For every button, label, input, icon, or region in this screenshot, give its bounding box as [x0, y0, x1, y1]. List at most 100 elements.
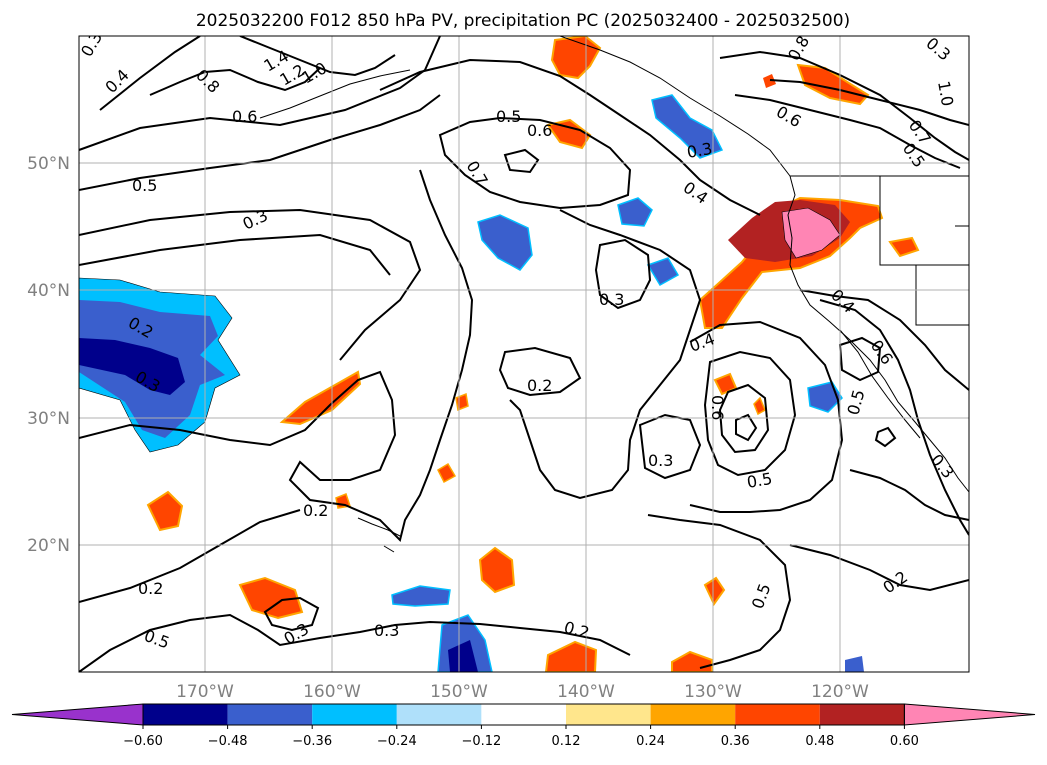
- lat-label-30n: 30°N: [27, 409, 70, 429]
- precip-region-orange-f: [888, 236, 920, 258]
- contour-label: 0.3: [685, 139, 713, 162]
- state-borders: [879, 176, 969, 326]
- map-frame: [78, 35, 970, 673]
- precip-region-orange-k: [544, 640, 598, 672]
- contour-line: [719, 50, 969, 161]
- contour-line: [509, 209, 702, 500]
- colorbar-segment: [566, 704, 651, 725]
- precip-region-orange-d: [763, 74, 776, 88]
- contour-line: [79, 208, 422, 361]
- contour-line: [438, 116, 632, 210]
- contour-line: [263, 596, 320, 632]
- lon-label-160w: 160°W: [303, 682, 361, 702]
- contour-line: [838, 336, 882, 382]
- contour-line: [874, 426, 897, 448]
- contour-line: [79, 94, 441, 191]
- contour-label: 0.3: [648, 451, 673, 470]
- colorbar-extend-high: [903, 703, 1036, 726]
- contour-line: [79, 169, 474, 542]
- colorbar-tick-label: −0.24: [377, 734, 417, 749]
- contour-label: 0.6: [527, 121, 552, 140]
- precip-region-orange-a: [550, 36, 602, 80]
- precip-region-blue-b: [617, 197, 653, 227]
- contour-label: 0.3: [599, 290, 624, 309]
- map-title: 2025032200 F012 850 hPa PV, precipitatio…: [196, 11, 850, 31]
- precip-region-blue-a: [477, 214, 533, 271]
- colorbar-tick-label: −0.36: [292, 734, 332, 749]
- colorbar-segment: [481, 704, 566, 725]
- longitude-labels: 170°W 160°W 150°W 140°W 130°W 120°W: [176, 682, 869, 702]
- precip-region-blue-h: [845, 656, 864, 672]
- colorbar-segment: [735, 704, 820, 725]
- contour-line: [703, 350, 797, 477]
- precip-negative-regions: [79, 94, 864, 672]
- contour-line: [689, 320, 844, 513]
- contour-line: [149, 67, 321, 96]
- contour-label: 0.3: [374, 621, 399, 640]
- contour-line: [594, 238, 652, 310]
- colorbar-segment: [650, 704, 736, 725]
- colorbar-extend-low: [11, 703, 144, 726]
- precip-region-orange-o: [437, 462, 457, 484]
- contour-line: [769, 79, 969, 126]
- latitude-labels: 50°N 40°N 30°N 20°N: [27, 154, 70, 556]
- map-panel: [79, 36, 969, 672]
- lon-label-140w: 140°W: [557, 682, 615, 702]
- precip-region-orange-j: [478, 546, 516, 594]
- precip-region-orange-h: [146, 490, 184, 532]
- precip-region-blue-c: [646, 257, 680, 287]
- colorbar-segment: [312, 704, 397, 725]
- colorbar-segment: [143, 704, 228, 725]
- colorbar-segment: [819, 704, 905, 725]
- colorbar-tick-label: 0.24: [636, 734, 665, 749]
- colorbar-tick-label: 0.36: [721, 734, 750, 749]
- precip-region-orange-g: [279, 370, 362, 426]
- colorbar-tick-label: −0.48: [208, 734, 248, 749]
- precip-region-orange-r: [753, 396, 766, 416]
- precip-region-navy-g: [448, 640, 478, 672]
- lon-label-130w: 130°W: [684, 682, 742, 702]
- alaska-coast: [559, 36, 791, 177]
- colorbar-outline: [142, 703, 905, 726]
- aleutian-islands: [259, 69, 411, 119]
- contour-line: [734, 94, 961, 169]
- contour-label: 0.6: [232, 107, 257, 126]
- precip-region-orange-m: [703, 576, 726, 606]
- lon-label-150w: 150°W: [430, 682, 488, 702]
- contour-line: [79, 613, 631, 672]
- contour-label: 1.0: [934, 79, 957, 107]
- colorbar-segment: [396, 704, 482, 725]
- contour-line: [239, 36, 396, 77]
- contour-line: [99, 36, 201, 111]
- contour-line: [498, 346, 582, 397]
- colorbar-tick-label: 0.12: [552, 734, 581, 749]
- lat-label-40n: 40°N: [27, 281, 70, 301]
- contour-line: [789, 544, 969, 592]
- colorbar-tick-label: −0.60: [123, 734, 163, 749]
- contour-line: [647, 514, 792, 669]
- contour-label: 0.5: [132, 176, 157, 195]
- lat-label-20n: 20°N: [27, 536, 70, 556]
- contour-line: [638, 413, 702, 480]
- contour-label: 0.2: [527, 376, 552, 395]
- contour-label: 0.5: [745, 469, 773, 492]
- contour-line: [799, 289, 969, 391]
- precip-region-blue-f: [391, 585, 451, 607]
- colorbar-tick-label: −0.12: [461, 734, 501, 749]
- precip-region-blue-d: [651, 94, 724, 159]
- colorbar: −0.60 −0.48 −0.36 −0.24 −0.12 0.12 0.24 0.36 0.4…: [11, 703, 1036, 749]
- precip-region-orange-n: [713, 372, 738, 396]
- lat-label-50n: 50°N: [27, 154, 70, 174]
- contour-line: [819, 299, 969, 536]
- coastlines: [259, 36, 969, 553]
- contour-line: [379, 58, 761, 216]
- precip-region-navy-west: [79, 338, 185, 395]
- colorbar-tick-label: 0.60: [890, 734, 919, 749]
- pv-contours: [79, 36, 969, 672]
- contour-line: [503, 148, 540, 174]
- colorbar-segment: [227, 704, 313, 725]
- contour-line: [79, 509, 301, 603]
- precip-region-orange-i: [238, 576, 304, 620]
- contour-label: 0.6: [708, 395, 727, 420]
